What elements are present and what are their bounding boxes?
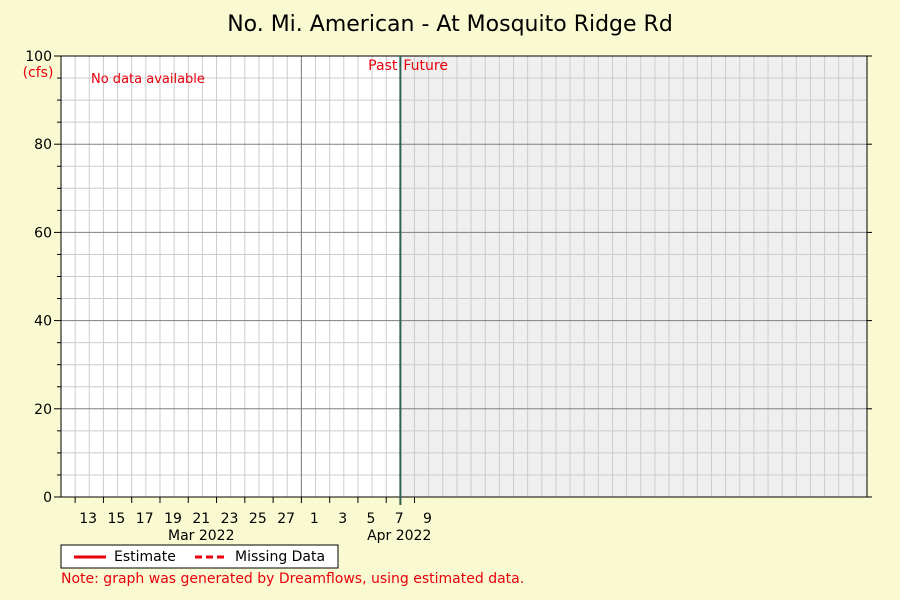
future-label: Future	[403, 58, 448, 74]
y-axis-unit-label: (cfs)	[23, 65, 54, 81]
x-tick-label: 21	[192, 511, 210, 527]
x-month-label: Mar 2022	[168, 528, 235, 544]
x-tick-label: 3	[338, 511, 347, 527]
x-tick-label: 27	[277, 511, 295, 527]
y-tick-label: 40	[34, 314, 52, 330]
y-tick-label: 100	[25, 49, 52, 65]
y-tick-label: 0	[43, 490, 52, 506]
plot-frame	[60, 55, 868, 498]
legend-label-estimate: Estimate	[114, 549, 176, 565]
x-tick-label: 25	[249, 511, 267, 527]
x-tick-label: 7	[395, 511, 404, 527]
x-tick-label: 17	[136, 511, 154, 527]
no-data-message: No data available	[91, 72, 205, 87]
y-tick-label: 80	[34, 137, 52, 153]
x-month-label: Apr 2022	[367, 528, 431, 544]
x-tick-label: 19	[164, 511, 182, 527]
x-tick-label: 9	[423, 511, 432, 527]
x-tick-label: 23	[221, 511, 239, 527]
x-tick-label: 5	[366, 511, 375, 527]
x-tick-label: 13	[79, 511, 97, 527]
footnote: Note: graph was generated by Dreamflows,…	[61, 571, 524, 587]
past-label: Past	[368, 58, 398, 74]
x-tick-label: 15	[108, 511, 126, 527]
chart-title: No. Mi. American - At Mosquito Ridge Rd	[227, 12, 673, 37]
y-tick-label: 60	[34, 225, 52, 241]
y-tick-label: 20	[34, 402, 52, 418]
legend: Estimate Missing Data	[60, 544, 339, 569]
x-tick-label: 1	[310, 511, 319, 527]
legend-label-missing-data: Missing Data	[235, 549, 325, 565]
